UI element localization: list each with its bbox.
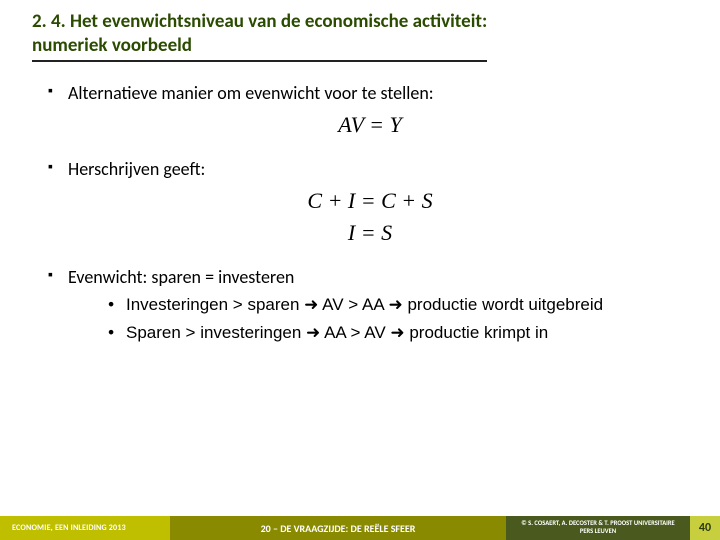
equation: AV = Y: [332, 110, 407, 140]
bullet-text: Evenwicht: sparen = investeren: [68, 266, 294, 288]
footer-left: ECONOMIE, EEN INLEIDING 2013: [0, 516, 170, 540]
bullet-text: Alternatieve manier om evenwicht voor te…: [68, 82, 434, 104]
footer-page-number: 40: [690, 516, 720, 540]
sub-bullet-item: Sparen > investeringen ➜ AA > AV ➜ produ…: [108, 322, 672, 344]
bullet-text: Herschrijven geeft:: [68, 158, 205, 180]
bullet-item: Alternatieve manier om evenwicht voor te…: [48, 82, 672, 140]
sub-bullet-text: Investeringen > sparen ➜ AV > AA ➜ produ…: [126, 295, 603, 314]
slide-header: 2. 4. Het evenwichtsniveau van de econom…: [0, 0, 720, 68]
slide-content: Alternatieve manier om evenwicht voor te…: [0, 68, 720, 517]
equation-block: AV = Y: [68, 110, 672, 140]
equation-block: C + I = C + S I = S: [68, 186, 672, 248]
slide-footer: ECONOMIE, EEN INLEIDING 2013 20 – DE VRA…: [0, 516, 720, 540]
slide: 2. 4. Het evenwichtsniveau van de econom…: [0, 0, 720, 540]
sub-bullet-item: Investeringen > sparen ➜ AV > AA ➜ produ…: [108, 294, 672, 316]
bullet-item: Evenwicht: sparen = investeren Investeri…: [48, 266, 672, 344]
footer-mid: 20 – DE VRAAGZIJDE: DE REËLE SFEER: [170, 516, 506, 540]
sub-bullet-text: Sparen > investeringen ➜ AA > AV ➜ produ…: [126, 323, 548, 342]
sub-bullet-list: Investeringen > sparen ➜ AV > AA ➜ produ…: [108, 294, 672, 344]
slide-title: 2. 4. Het evenwichtsniveau van de econom…: [32, 10, 487, 62]
equation: C + I = C + S: [301, 186, 438, 216]
equation: I = S: [342, 218, 398, 248]
footer-right: © S. COSAERT, A. DECOSTER & T. PROOST UN…: [506, 516, 690, 540]
bullet-list: Alternatieve manier om evenwicht voor te…: [48, 82, 672, 344]
bullet-item: Herschrijven geeft: C + I = C + S I = S: [48, 158, 672, 248]
